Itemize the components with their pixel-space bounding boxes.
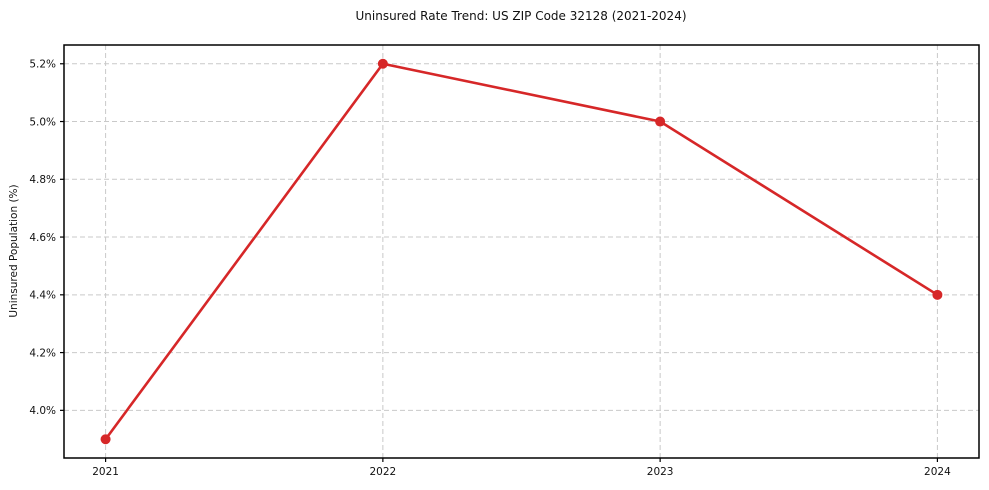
data-point-2021 [100,434,111,445]
x-tick-label: 2022 [369,466,396,478]
data-point-2022 [377,58,388,69]
plot-border [63,44,980,459]
data-point-2023 [655,116,666,127]
x-tick-label: 2023 [647,466,674,478]
y-tick-label: 4.0% [29,405,56,417]
y-tick-label: 5.2% [29,59,56,71]
y-tick-label: 4.2% [29,347,56,359]
y-tick-label: 5.0% [29,116,56,128]
trend-line [104,62,939,441]
chart-title: Uninsured Rate Trend: US ZIP Code 32128 … [355,9,687,23]
x-tick-label: 2024 [924,466,951,478]
y-tick-label: 4.6% [29,232,56,244]
x-tick-label: 2021 [92,466,119,478]
y-tick-label: 4.4% [29,290,56,302]
data-point-2024 [932,289,943,300]
y-tick-label: 4.8% [29,174,56,186]
